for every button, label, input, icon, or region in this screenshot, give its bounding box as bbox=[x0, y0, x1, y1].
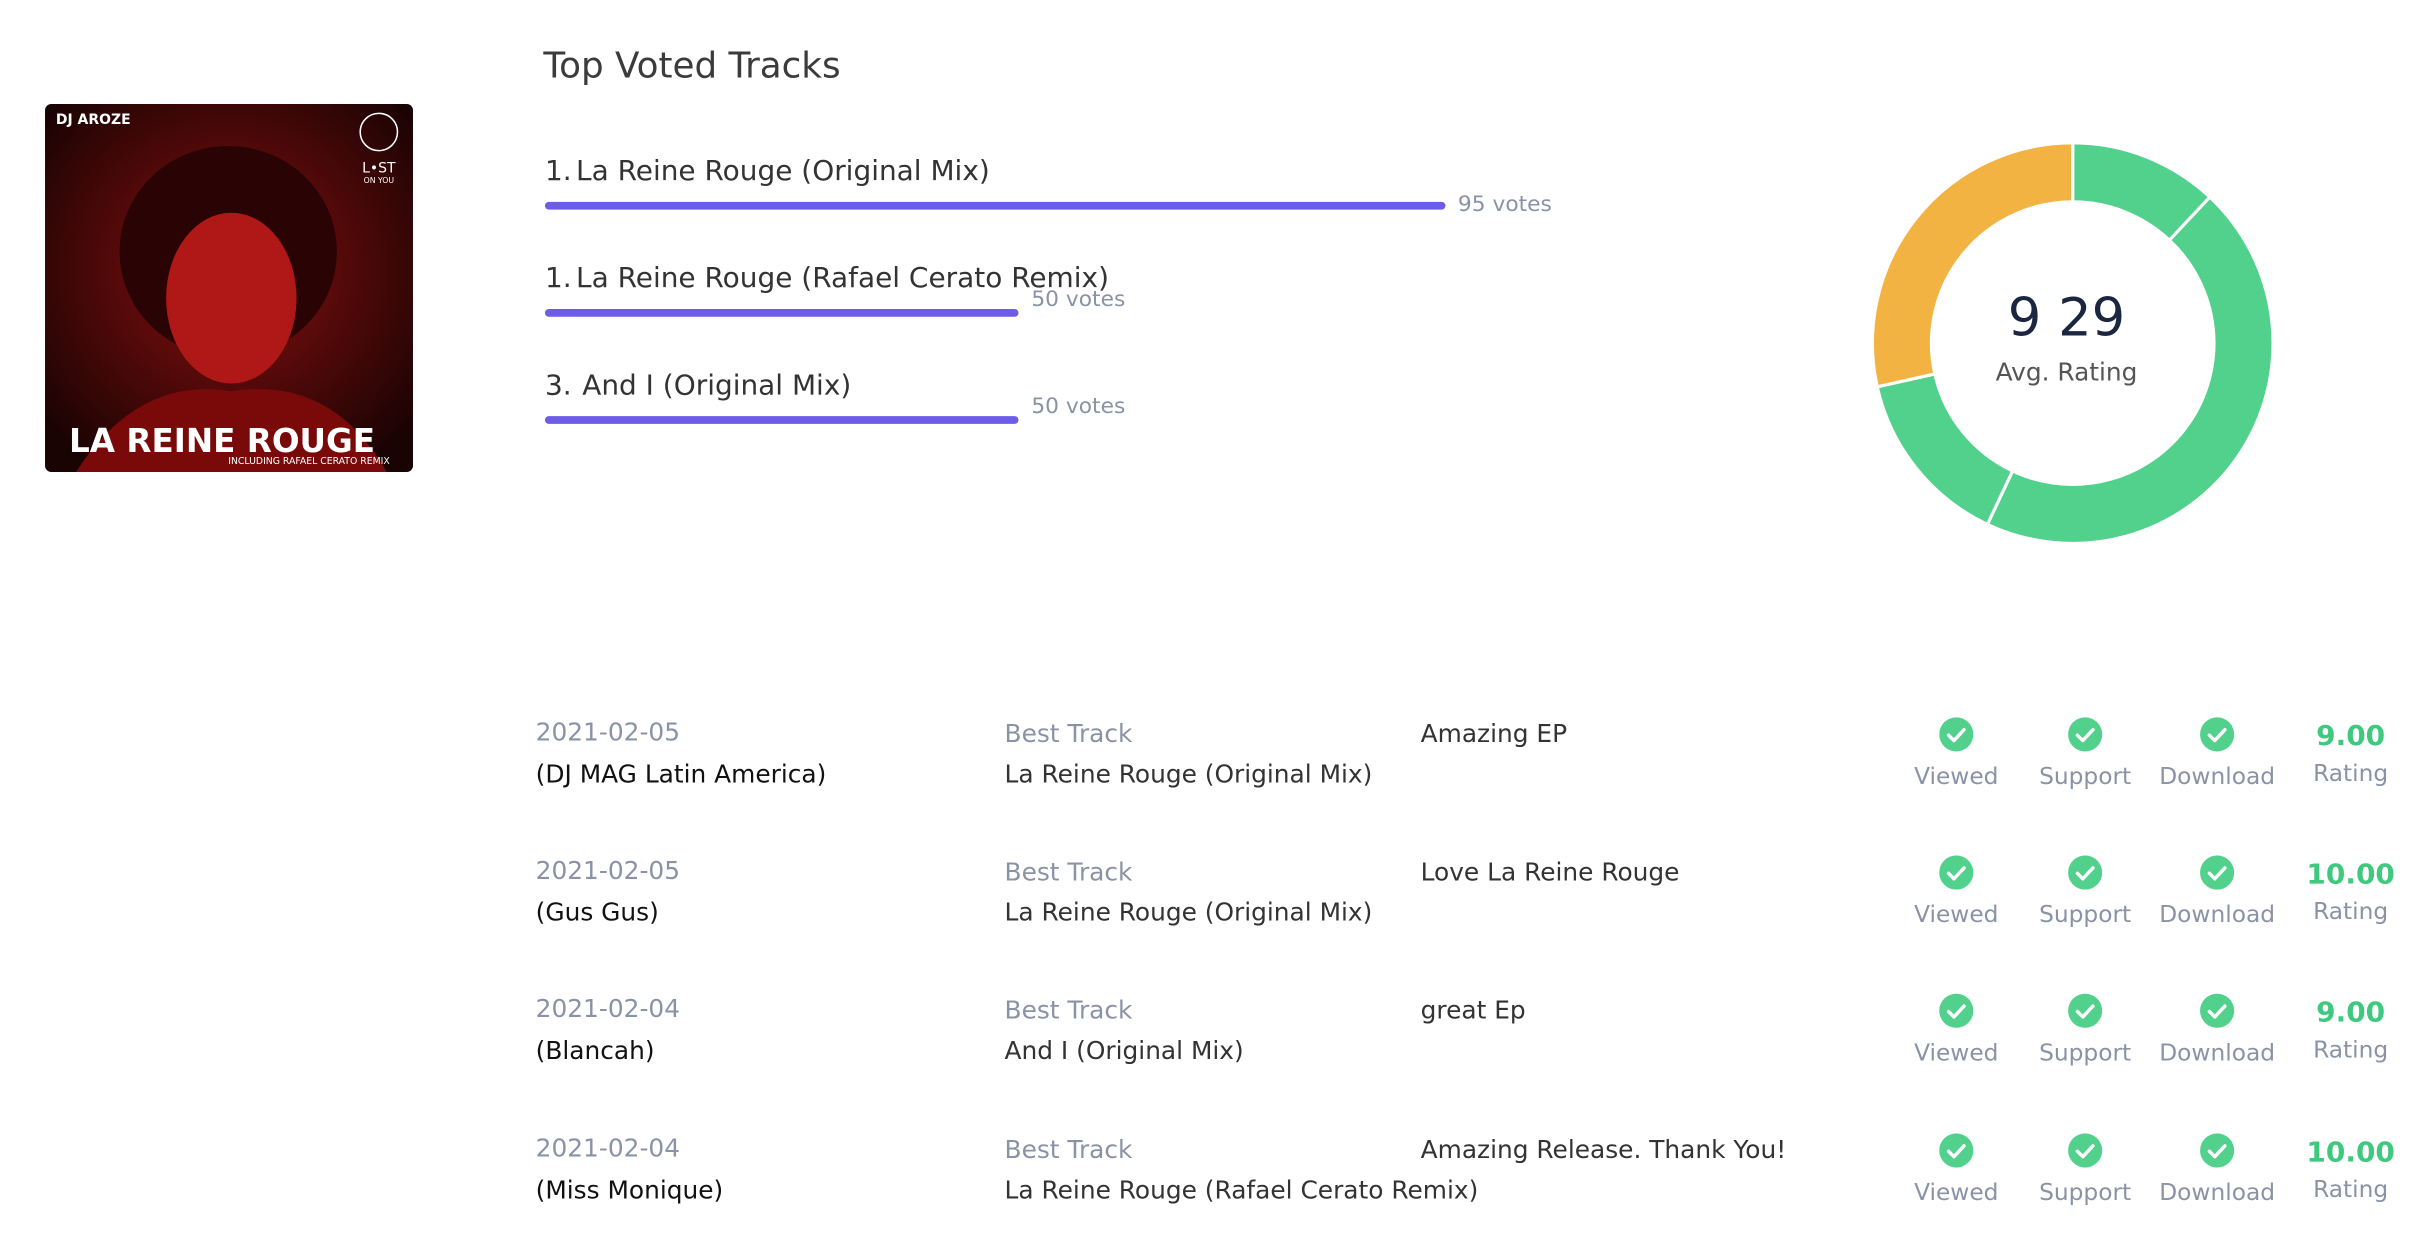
section-title: Top Voted Tracks bbox=[543, 46, 841, 87]
rating-label: Rating bbox=[2313, 897, 2389, 926]
label-name-2: ON YOU bbox=[364, 176, 394, 185]
reviewer: (DJ MAG Latin America) bbox=[535, 759, 827, 789]
status-download: Download bbox=[2159, 1178, 2275, 1207]
label-logo bbox=[359, 112, 399, 152]
donut-segment bbox=[1875, 372, 2015, 527]
vote-count: 95 votes bbox=[1457, 192, 1552, 218]
track-name: La Reine Rouge (Rafael Cerato Remix) bbox=[576, 262, 1109, 295]
status-viewed: Viewed bbox=[1914, 1178, 1999, 1207]
body bbox=[76, 389, 387, 472]
check-icon bbox=[1939, 855, 1974, 890]
check-icon bbox=[2068, 717, 2103, 752]
reviewer: (Gus Gus) bbox=[535, 897, 659, 927]
review-track: La Reine Rouge (Original Mix) bbox=[1004, 897, 1373, 927]
status-support: Support bbox=[2039, 762, 2132, 791]
vote-count: 50 votes bbox=[1031, 394, 1126, 420]
reviewer: (Miss Monique) bbox=[535, 1175, 724, 1205]
face bbox=[166, 212, 297, 384]
reviewer: (Blancah) bbox=[535, 1035, 655, 1066]
rating-label: Rating bbox=[2313, 1035, 2389, 1064]
rating-label: Rating bbox=[2313, 1175, 2389, 1204]
rating-value: 10.00 bbox=[2306, 1136, 2395, 1170]
rating-value: 9.00 bbox=[2316, 720, 2386, 754]
status-viewed: Viewed bbox=[1914, 1038, 1999, 1067]
check-icon bbox=[2200, 855, 2235, 890]
track-rank: 3. bbox=[544, 369, 572, 403]
review-date: 2021-02-05 bbox=[535, 855, 681, 885]
donut-label: Avg. Rating bbox=[1996, 357, 2138, 386]
donut-chart: 9 29 Avg. Rating bbox=[1870, 141, 2275, 545]
review-date: 2021-02-04 bbox=[535, 993, 681, 1024]
donut-segment bbox=[1870, 141, 2075, 389]
check-icon bbox=[1939, 717, 1974, 752]
check-icon bbox=[2068, 855, 2103, 890]
rating-value: 10.00 bbox=[2306, 858, 2395, 892]
status-download: Download bbox=[2159, 1038, 2275, 1067]
check-icon bbox=[1939, 1133, 1974, 1168]
review-comment: Love La Reine Rouge bbox=[1420, 857, 1680, 887]
check-icon bbox=[2200, 717, 2235, 752]
album-title: LA REINE ROUGE bbox=[69, 422, 375, 460]
rating-label: Rating bbox=[2313, 759, 2389, 788]
best-label: Best Track bbox=[1004, 1134, 1133, 1165]
check-icon bbox=[1939, 993, 1974, 1028]
track-name: La Reine Rouge (Original Mix) bbox=[576, 155, 990, 188]
rating-value: 9.00 bbox=[2316, 996, 2386, 1030]
vote-count: 50 votes bbox=[1031, 287, 1126, 313]
track-rank: 1. bbox=[544, 155, 572, 188]
check-icon bbox=[2068, 1133, 2103, 1168]
status-support: Support bbox=[2039, 1038, 2132, 1067]
track-name: And I (Original Mix) bbox=[582, 369, 852, 403]
best-label: Best Track bbox=[1004, 718, 1133, 749]
vote-bar bbox=[544, 308, 1019, 317]
status-support: Support bbox=[2039, 1178, 2132, 1207]
donut-value: 9 29 bbox=[2008, 287, 2125, 348]
album-art: DJ AROZE L•ST ON YOU LA REINE ROUGE INCL… bbox=[45, 104, 413, 472]
album-subtitle: INCLUDING RAFAEL CERATO REMIX bbox=[228, 456, 390, 467]
vote-bar bbox=[544, 201, 1446, 210]
best-label: Best Track bbox=[1004, 857, 1133, 887]
check-icon bbox=[2200, 993, 2235, 1028]
review-track: La Reine Rouge (Original Mix) bbox=[1004, 759, 1373, 789]
label-name: L•ST bbox=[362, 160, 396, 176]
review-comment: great Ep bbox=[1420, 995, 1526, 1025]
status-support: Support bbox=[2039, 900, 2132, 929]
status-viewed: Viewed bbox=[1914, 762, 1999, 791]
review-date: 2021-02-05 bbox=[535, 717, 681, 747]
check-icon bbox=[2200, 1133, 2235, 1168]
track-rank: 1. bbox=[544, 262, 572, 295]
review-track: La Reine Rouge (Rafael Cerato Remix) bbox=[1004, 1175, 1479, 1205]
status-download: Download bbox=[2159, 762, 2275, 791]
review-track: And I (Original Mix) bbox=[1004, 1035, 1244, 1066]
review-date: 2021-02-04 bbox=[535, 1133, 681, 1163]
best-label: Best Track bbox=[1004, 995, 1133, 1025]
review-comment: Amazing EP bbox=[1420, 718, 1568, 749]
donut-segment bbox=[1985, 194, 2275, 545]
status-viewed: Viewed bbox=[1914, 900, 1999, 929]
check-icon bbox=[2068, 993, 2103, 1028]
review-comment: Amazing Release. Thank You! bbox=[1420, 1134, 1787, 1165]
status-download: Download bbox=[2159, 900, 2275, 929]
vote-bar bbox=[544, 416, 1019, 424]
album-artist: DJ AROZE bbox=[56, 112, 131, 128]
